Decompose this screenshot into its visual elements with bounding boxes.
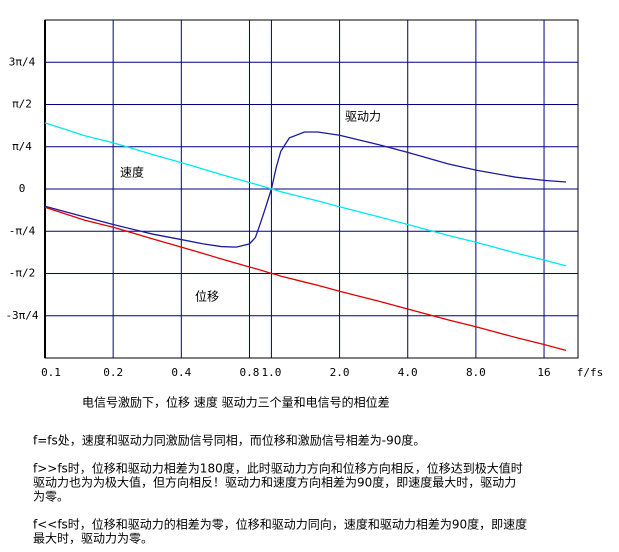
x-tick-label: 16 xyxy=(537,366,550,379)
x-tick-label: 0.1 xyxy=(41,366,61,379)
note-line: 为零。 xyxy=(33,490,69,504)
y-tick-label: 3π/4 xyxy=(9,55,36,68)
series-line xyxy=(44,122,567,267)
note-line: f=fs处，速度和驱动力同激励信号同相，而位移和激励信号相差为-90度。 xyxy=(33,433,425,448)
x-tick-label: 0.8 xyxy=(240,366,260,379)
note-line: 最大时，驱动力为零。 xyxy=(33,532,153,546)
caption: 电信号激励下，位移 速度 驱动力三个量和电信号的相位差 xyxy=(82,395,390,410)
y-tick-label: π/2 xyxy=(12,98,32,111)
series-line xyxy=(44,131,567,248)
y-tick-label: π/4 xyxy=(12,140,32,153)
y-tick-label: -π/2 xyxy=(9,267,36,280)
x-tick-label: 8.0 xyxy=(466,366,486,379)
x-tick-label: 4.0 xyxy=(398,366,418,379)
x-axis-label: f/fs xyxy=(577,366,604,379)
note-line: f<<fs时，位移和驱动力的相差为零，位移和驱动力同向，速度和驱动力相差为90度… xyxy=(33,517,527,532)
x-tick-label: 2.0 xyxy=(330,366,350,379)
series-label: 速度 xyxy=(120,165,144,180)
y-tick-label: -3π/4 xyxy=(5,309,38,322)
series-label: 位移 xyxy=(195,289,219,304)
y-tick-label: -π/4 xyxy=(9,224,36,237)
x-tick-label: 0.4 xyxy=(171,366,191,379)
note-line: 驱动力也为为极大值，但方向相反！驱动力和速度方向相差为90度，即速度最大时，驱动… xyxy=(33,475,516,490)
x-tick-label: 1.0 xyxy=(261,366,281,379)
series-label: 驱动力 xyxy=(345,110,381,124)
series-line xyxy=(44,206,567,352)
y-tick-label: 0 xyxy=(19,182,26,195)
x-tick-label: 0.2 xyxy=(103,366,123,379)
note-line: f>>fs时，位移和驱动力相差为180度，此时驱动力方向和位移方向相反，位移达到… xyxy=(33,461,523,476)
